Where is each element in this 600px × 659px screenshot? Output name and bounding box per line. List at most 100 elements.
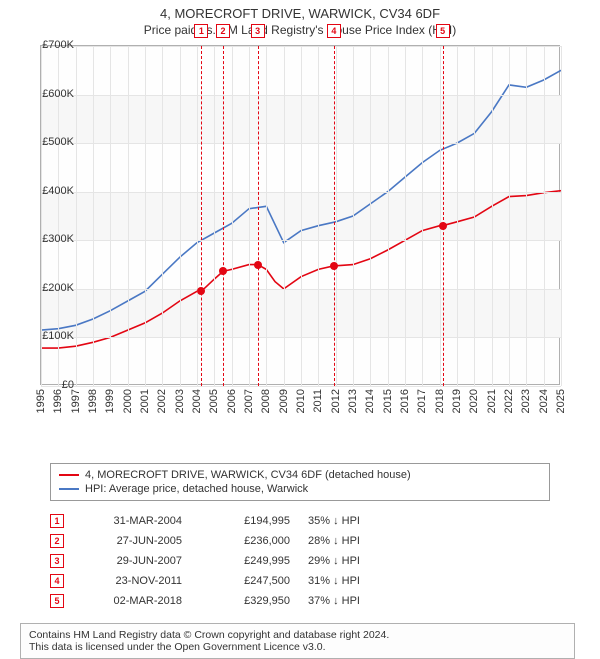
sales-row-marker: 2 (50, 534, 64, 548)
sale-marker-box: 4 (327, 24, 341, 38)
sales-row-date: 31-MAR-2004 (82, 515, 182, 527)
sale-guide (258, 46, 259, 386)
gridline-v (284, 46, 285, 386)
xtick-label: 2022 (503, 389, 515, 413)
sales-row-delta: 29% ↓ HPI (308, 555, 398, 567)
gridline-v (93, 46, 94, 386)
gridline-v (145, 46, 146, 386)
xtick-label: 2002 (156, 389, 168, 413)
legend-label: 4, MORECROFT DRIVE, WARWICK, CV34 6DF (d… (85, 469, 411, 481)
sales-row-price: £236,000 (200, 535, 290, 547)
xtick-label: 2006 (226, 389, 238, 413)
sale-guide (223, 46, 224, 386)
legend-swatch (59, 474, 79, 476)
ytick-label: £200K (42, 282, 74, 294)
sale-dot (439, 222, 447, 230)
legend-swatch (59, 488, 79, 490)
gridline-v (301, 46, 302, 386)
sale-marker-box: 2 (216, 24, 230, 38)
gridline-v (440, 46, 441, 386)
gridline-v (249, 46, 250, 386)
legend-item: 4, MORECROFT DRIVE, WARWICK, CV34 6DF (d… (59, 468, 541, 482)
sales-table: 131-MAR-2004£194,99535% ↓ HPI 2 27-JUN-200… (50, 511, 550, 611)
xtick-label: 2001 (139, 389, 151, 413)
sales-row: 4 23-NOV-2011 £247,500 31% ↓ HPI (50, 571, 550, 591)
sale-guide (443, 46, 444, 386)
xtick-label: 2018 (434, 389, 446, 413)
gridline-v (336, 46, 337, 386)
gridline-v (457, 46, 458, 386)
xtick-label: 2011 (312, 389, 324, 413)
sales-row-delta: 35% ↓ HPI (308, 515, 398, 527)
ytick-label: £700K (42, 39, 74, 51)
chart-container: 12345 £0£100K£200K£300K£400K£500K£600K£7… (40, 45, 600, 415)
xtick-label: 1995 (35, 389, 47, 413)
sales-row: 3 29-JUN-2007 £249,995 29% ↓ HPI (50, 551, 550, 571)
sales-row-date: 29-JUN-2007 (82, 555, 182, 567)
sales-row: 131-MAR-2004£194,99535% ↓ HPI (50, 511, 550, 531)
sales-row-delta: 37% ↓ HPI (308, 595, 398, 607)
sales-row-price: £249,995 (200, 555, 290, 567)
xtick-label: 2021 (486, 389, 498, 413)
gridline-v (405, 46, 406, 386)
xtick-label: 2019 (451, 389, 463, 413)
gridline-v (544, 46, 545, 386)
footer-line2: This data is licensed under the Open Gov… (29, 641, 566, 653)
xtick-label: 1999 (104, 389, 116, 413)
sales-row-date: 27-JUN-2005 (82, 535, 182, 547)
sales-row-delta: 31% ↓ HPI (308, 575, 398, 587)
gridline-v (370, 46, 371, 386)
ytick-label: £500K (42, 136, 74, 148)
plot-area: 12345 (40, 45, 560, 385)
gridline-v (474, 46, 475, 386)
gridline-v (232, 46, 233, 386)
xtick-label: 2016 (399, 389, 411, 413)
xtick-label: 2012 (330, 389, 342, 413)
xtick-label: 2004 (191, 389, 203, 413)
gridline-v (353, 46, 354, 386)
sale-dot (197, 287, 205, 295)
sales-row-marker: 5 (50, 594, 64, 608)
xtick-label: 2015 (382, 389, 394, 413)
legend-label: HPI: Average price, detached house, Warw… (85, 483, 308, 495)
xtick-label: 2017 (416, 389, 428, 413)
xtick-label: 2007 (243, 389, 255, 413)
footer-line1: Contains HM Land Registry data © Crown c… (29, 629, 566, 641)
xtick-label: 2005 (208, 389, 220, 413)
gridline-v (128, 46, 129, 386)
sales-row-marker: 3 (50, 554, 64, 568)
xtick-label: 2014 (364, 389, 376, 413)
sales-row-marker: 4 (50, 574, 64, 588)
sale-dot (330, 262, 338, 270)
sale-marker-box: 5 (436, 24, 450, 38)
xtick-label: 2023 (520, 389, 532, 413)
sales-row: 502-MAR-2018£329,95037% ↓ HPI (50, 591, 550, 611)
xtick-label: 2003 (174, 389, 186, 413)
footer-attribution: Contains HM Land Registry data © Crown c… (20, 623, 575, 659)
gridline-v (526, 46, 527, 386)
ytick-label: £300K (42, 233, 74, 245)
xtick-label: 1997 (70, 389, 82, 413)
xtick-label: 2024 (538, 389, 550, 413)
xtick-label: 2009 (278, 389, 290, 413)
gridline-v (266, 46, 267, 386)
xtick-label: 2008 (260, 389, 272, 413)
xtick-label: 2000 (122, 389, 134, 413)
sales-row-price: £247,500 (200, 575, 290, 587)
gridline-v (214, 46, 215, 386)
gridline-v (318, 46, 319, 386)
gridline-v (509, 46, 510, 386)
sales-row: 227-JUN-2005£236,00028% ↓ HPI (50, 531, 550, 551)
legend-item: HPI: Average price, detached house, Warw… (59, 482, 541, 496)
xtick-label: 2020 (468, 389, 480, 413)
sale-marker-box: 3 (251, 24, 265, 38)
chart-subtitle: Price paid vs. HM Land Registry's House … (0, 23, 600, 37)
sales-row-date: 02-MAR-2018 (82, 595, 182, 607)
xtick-label: 2010 (295, 389, 307, 413)
xtick-label: 2013 (347, 389, 359, 413)
gridline-v (561, 46, 562, 386)
sale-dot (219, 267, 227, 275)
gridline-v (76, 46, 77, 386)
gridline-v (422, 46, 423, 386)
sales-row-date: 23-NOV-2011 (82, 575, 182, 587)
